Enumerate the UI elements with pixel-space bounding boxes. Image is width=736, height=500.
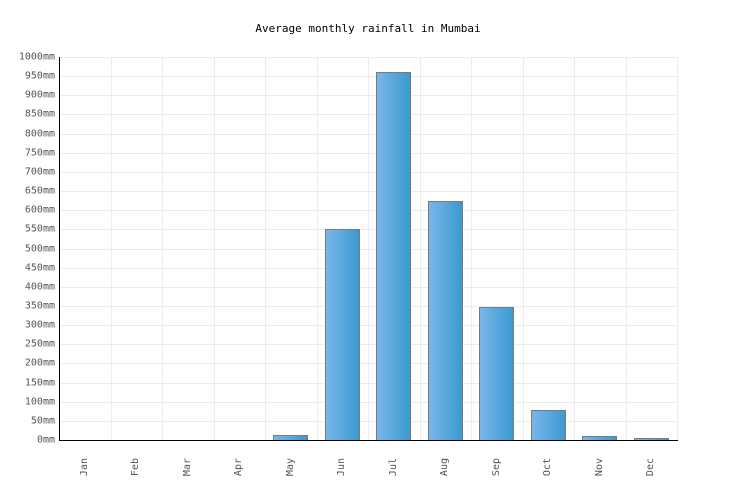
bar-jun[interactable] xyxy=(324,228,360,440)
y-tick-label: 900mm xyxy=(24,89,55,101)
y-tick-label: 200mm xyxy=(24,357,55,369)
y-tick-label: 0mm xyxy=(36,434,55,446)
bar-dec[interactable] xyxy=(633,438,669,440)
bar-sep[interactable] xyxy=(479,307,515,440)
bar-aug[interactable] xyxy=(427,201,463,440)
y-axis-line xyxy=(59,57,60,441)
y-tick-label: 850mm xyxy=(24,108,55,120)
y-tick-label: 700mm xyxy=(24,166,55,178)
x-tick-label: Sep xyxy=(490,457,502,476)
bar-jul[interactable] xyxy=(376,71,412,440)
gridline-vertical xyxy=(574,57,575,440)
y-tick-label: 450mm xyxy=(24,262,55,274)
gridline-vertical xyxy=(213,57,215,440)
gridline-vertical xyxy=(419,57,421,440)
plot-area xyxy=(59,57,678,440)
gridline-vertical xyxy=(316,57,318,440)
x-tick-label: May xyxy=(284,457,296,476)
x-tick-label: Oct xyxy=(542,457,554,476)
chart-title: Average monthly rainfall in Mumbai xyxy=(255,22,481,35)
y-tick-label: 750mm xyxy=(24,147,55,159)
gridline-vertical xyxy=(522,57,524,440)
gridline-vertical xyxy=(110,57,112,440)
gridline-vertical xyxy=(265,57,266,440)
x-tick-label: Feb xyxy=(130,457,142,476)
bar-oct[interactable] xyxy=(530,410,566,440)
x-tick-label: Jun xyxy=(336,457,348,476)
y-tick-label: 950mm xyxy=(24,70,55,82)
gridline-vertical xyxy=(677,57,678,440)
y-tick-label: 1000mm xyxy=(18,51,55,63)
x-tick-label: Nov xyxy=(593,457,605,476)
y-tick-label: 250mm xyxy=(24,338,55,350)
y-tick-label: 650mm xyxy=(24,185,55,197)
x-tick-label: Dec xyxy=(645,457,657,476)
y-tick-label: 100mm xyxy=(24,396,55,408)
x-tick-label: Aug xyxy=(439,457,451,476)
gridline-vertical xyxy=(471,57,472,440)
y-tick-label: 800mm xyxy=(24,128,55,140)
y-tick-label: 600mm xyxy=(24,204,55,216)
gridline-vertical xyxy=(162,57,163,440)
gridline-vertical xyxy=(625,57,627,440)
y-tick-label: 400mm xyxy=(24,281,55,293)
bar-may[interactable] xyxy=(273,435,309,440)
y-tick-label: 150mm xyxy=(24,377,55,389)
x-tick-label: Apr xyxy=(233,457,245,476)
y-tick-label: 500mm xyxy=(24,243,55,254)
bar-nov[interactable] xyxy=(582,436,618,440)
x-axis-line xyxy=(59,440,678,441)
x-tick-label: Jul xyxy=(387,457,399,476)
y-tick-label: 300mm xyxy=(24,319,55,331)
y-tick-label: 350mm xyxy=(24,300,55,312)
x-tick-label: Mar xyxy=(181,457,193,476)
y-tick-label: 50mm xyxy=(30,415,55,427)
gridline-vertical xyxy=(368,57,369,440)
x-tick-label: Jan xyxy=(78,457,90,476)
y-tick-label: 550mm xyxy=(24,223,55,235)
